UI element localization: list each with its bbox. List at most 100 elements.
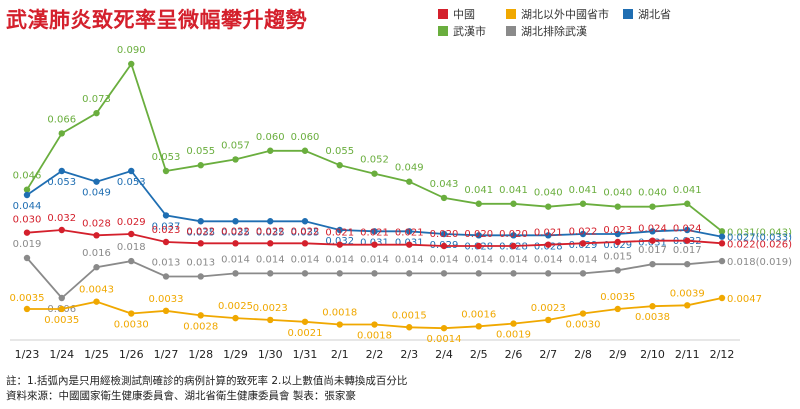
data-point xyxy=(475,323,482,330)
data-label: 0.014 xyxy=(395,254,424,265)
data-label: 0.0018 xyxy=(322,308,357,319)
data-label: 0.035 xyxy=(186,227,215,238)
data-label: 0.0015 xyxy=(392,310,427,321)
data-label: 0.0019 xyxy=(496,330,531,341)
data-label: 0.022(0.026) xyxy=(727,239,792,250)
data-label: 0.021 xyxy=(360,228,389,239)
data-label: 0.014 xyxy=(499,254,528,265)
data-label: 0.0028 xyxy=(183,321,218,332)
data-point xyxy=(371,241,378,248)
data-point xyxy=(545,316,552,324)
data-point xyxy=(579,270,587,277)
data-point xyxy=(232,314,239,322)
data-label: 0.066 xyxy=(47,114,76,125)
data-label: 0.049 xyxy=(395,163,424,174)
data-label: 0.0030 xyxy=(566,320,601,331)
data-label: 0.015 xyxy=(603,251,632,262)
data-point xyxy=(197,218,204,225)
data-point xyxy=(718,240,726,247)
data-point xyxy=(58,226,65,234)
data-point xyxy=(579,310,587,317)
data-point xyxy=(301,270,309,277)
data-point xyxy=(197,162,204,169)
data-label: 0.0047 xyxy=(727,294,762,305)
data-label: 0.0035 xyxy=(10,293,45,304)
data-label: 0.0035 xyxy=(600,292,635,303)
data-point xyxy=(406,228,413,235)
data-label: 0.013 xyxy=(152,257,181,268)
data-point xyxy=(406,324,413,331)
data-label: 0.037 xyxy=(152,221,181,232)
data-label: 0.027(0.033) xyxy=(727,233,792,244)
data-label: 0.022 xyxy=(221,226,250,237)
data-label: 0.014 xyxy=(256,254,285,265)
data-label: 0.046 xyxy=(13,171,42,182)
data-point xyxy=(301,147,309,154)
series-3: 0.0190.0060.0160.0180.0130.0130.0140.014… xyxy=(13,239,792,315)
data-point xyxy=(510,200,517,207)
data-label: 0.022 xyxy=(186,226,215,237)
data-point xyxy=(267,316,274,324)
data-label: 0.057 xyxy=(221,140,250,151)
data-label: 0.053 xyxy=(117,177,146,188)
data-point xyxy=(267,270,274,277)
data-point xyxy=(649,260,656,268)
data-label: 0.044 xyxy=(13,201,42,212)
legend-label: 湖北排除武漢 xyxy=(521,25,587,38)
data-point xyxy=(162,212,170,219)
data-point xyxy=(23,191,31,199)
data-label: 0.0039 xyxy=(670,288,705,299)
data-label: 0.0014 xyxy=(427,334,462,345)
data-point xyxy=(301,218,309,225)
data-label: 0.014 xyxy=(291,254,320,265)
x-tick-label: 1/30 xyxy=(258,348,283,361)
data-label: 0.0025 xyxy=(218,301,253,312)
data-point xyxy=(510,242,517,250)
data-point xyxy=(475,200,482,207)
data-point xyxy=(301,240,309,247)
x-tick-label: 1/28 xyxy=(188,348,213,361)
data-point xyxy=(406,178,413,185)
data-point xyxy=(718,233,726,240)
data-point xyxy=(162,307,170,314)
data-point xyxy=(232,270,239,277)
data-point xyxy=(58,167,65,175)
footnote: 註：1.括弧內是只用經檢測試劑確診的病例計算的致死率 2.以上數值尚未轉換成百分… xyxy=(6,375,408,387)
data-point xyxy=(510,270,517,277)
data-point xyxy=(510,232,517,239)
data-label: 0.024 xyxy=(638,224,667,235)
data-point xyxy=(301,318,309,325)
data-point xyxy=(614,305,621,313)
data-point xyxy=(128,257,135,265)
data-label: 0.073 xyxy=(82,94,111,105)
data-point xyxy=(718,228,726,235)
legend-label: 湖北省 xyxy=(638,8,671,21)
data-label: 0.018 xyxy=(117,242,146,253)
data-point xyxy=(475,270,482,277)
x-tick-label: 2/3 xyxy=(400,348,418,361)
data-point xyxy=(545,232,552,239)
data-point xyxy=(440,270,448,277)
data-label: 0.020 xyxy=(430,229,459,240)
data-label: 0.021 xyxy=(534,228,563,239)
data-point xyxy=(579,240,587,247)
data-label: 0.049 xyxy=(82,188,111,199)
data-label: 0.014 xyxy=(221,254,250,265)
data-label: 0.0023 xyxy=(531,303,566,314)
data-label: 0.0033 xyxy=(149,294,184,305)
data-label: 0.055 xyxy=(325,146,354,157)
legend-swatch xyxy=(506,9,516,19)
data-point xyxy=(579,230,587,238)
x-tick-label: 2/11 xyxy=(675,348,700,361)
data-point xyxy=(406,270,413,277)
data-label: 0.022 xyxy=(256,226,285,237)
data-point xyxy=(232,218,239,225)
data-label: 0.020 xyxy=(464,229,493,240)
legend-item-hubei-excl-wuhan: 湖北排除武漢 xyxy=(506,23,587,39)
data-point xyxy=(475,242,482,250)
data-label: 0.017 xyxy=(673,245,702,256)
x-tick-label: 2/8 xyxy=(574,348,592,361)
data-point xyxy=(475,232,482,239)
x-tick-label: 1/31 xyxy=(293,348,318,361)
data-label: 0.014 xyxy=(360,254,389,265)
